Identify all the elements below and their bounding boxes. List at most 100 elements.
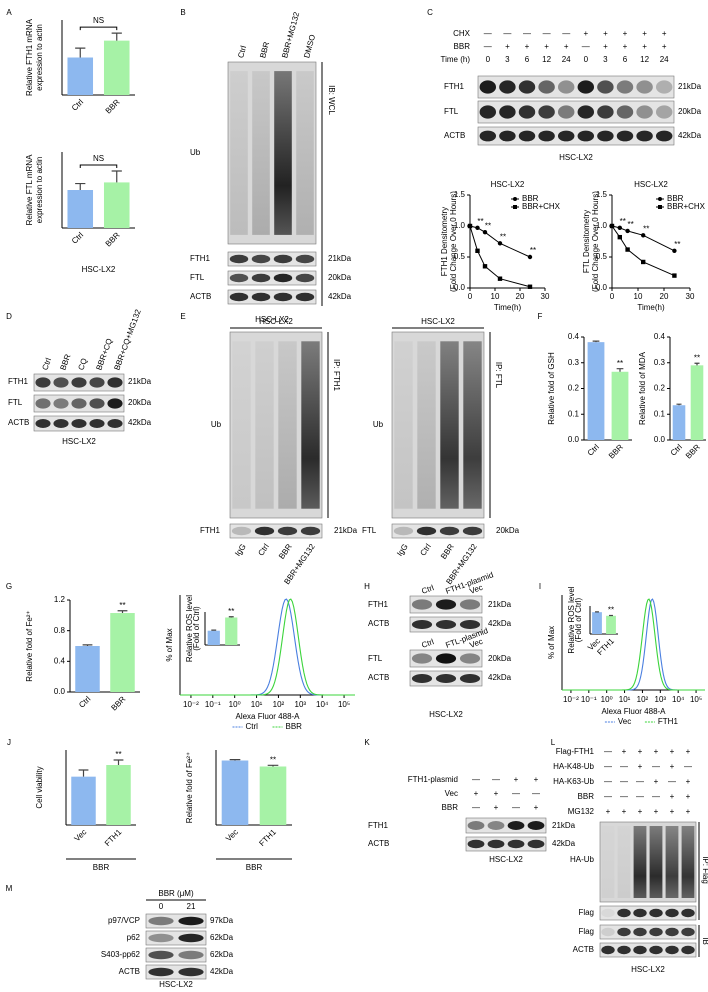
y-axis-label: Relative ROS level <box>185 595 194 662</box>
bar <box>75 646 100 692</box>
bar <box>225 617 238 645</box>
lane-label: CQ <box>76 357 89 371</box>
bar <box>259 766 287 825</box>
legend-marker <box>513 205 517 209</box>
band <box>617 945 631 955</box>
band <box>527 821 545 830</box>
blot <box>465 817 547 834</box>
band <box>411 620 433 629</box>
error-bar <box>111 32 122 41</box>
row-label: FTL <box>362 526 377 535</box>
condition-mark: — <box>604 792 612 801</box>
condition-mark: — <box>472 775 480 784</box>
band <box>487 839 505 849</box>
band <box>597 105 614 119</box>
y-tick-label: 0.5 <box>454 252 466 261</box>
point <box>625 247 630 252</box>
lane-label: IgG <box>395 542 410 558</box>
x-tick-label: BBR <box>109 694 127 712</box>
condition-mark: — <box>582 42 590 51</box>
lane-label: 0 <box>159 902 164 911</box>
annotation: ** <box>674 240 680 249</box>
row-label: Ub <box>373 420 384 429</box>
band <box>295 254 315 264</box>
lane-label: Ctrl <box>420 583 435 596</box>
band <box>53 419 69 428</box>
row-label: FTL <box>8 398 23 407</box>
x-tick-label: Ctrl <box>70 97 85 112</box>
note: IP: FTL <box>494 362 503 389</box>
condition-mark: + <box>583 29 588 38</box>
point <box>625 228 630 234</box>
cell-label: HSC-LX2 <box>489 855 523 864</box>
point <box>617 225 622 231</box>
band <box>633 927 647 937</box>
band <box>178 916 204 926</box>
band <box>435 620 457 629</box>
row-label: ACTB <box>368 619 389 628</box>
band <box>557 80 575 94</box>
band <box>148 933 174 943</box>
y-tick-label: 0.2 <box>654 384 666 393</box>
y-tick-label: 1.0 <box>454 221 466 230</box>
band <box>665 908 679 918</box>
band <box>636 80 653 94</box>
legend-marker <box>513 197 517 201</box>
band <box>411 599 433 610</box>
x-tick-label: FTH1 <box>103 827 124 848</box>
condition-label: BBR <box>578 792 595 801</box>
error-bar <box>229 759 241 761</box>
band <box>273 292 293 302</box>
band <box>107 377 123 388</box>
condition-mark: 24 <box>660 55 669 64</box>
y-axis-label: (Fold Change Over 0 Hours) <box>449 191 458 292</box>
row-label: Ub <box>211 420 222 429</box>
x-axis-label: Time(h) <box>494 303 522 312</box>
annotation: ** <box>500 232 506 241</box>
band <box>467 839 485 849</box>
smear <box>278 341 297 509</box>
condition-mark: — <box>636 792 644 801</box>
panel-letter: F <box>538 312 543 321</box>
panel-letter: J <box>7 738 11 747</box>
band <box>518 80 536 94</box>
condition-mark: + <box>642 29 647 38</box>
size-label: 20kDa <box>496 526 520 535</box>
condition-mark: 24 <box>562 55 571 64</box>
x-tick-label: BBR <box>607 442 625 460</box>
point <box>672 273 677 278</box>
legend-label: BBR <box>286 722 303 731</box>
band <box>601 908 615 918</box>
lane-label: DMSO <box>302 34 317 60</box>
smear <box>440 341 459 509</box>
y-axis-label: expression to actin <box>35 24 44 91</box>
footer: BBR <box>246 863 263 872</box>
x-tick-label: 10¹ <box>619 695 631 704</box>
band <box>467 821 485 830</box>
x-tick-label: 0 <box>610 292 615 301</box>
cell-label: HSC-LX2 <box>159 980 193 989</box>
note: IP: Flag <box>701 856 708 884</box>
histogram-curve <box>562 598 705 691</box>
condition-mark: + <box>603 42 608 51</box>
y-tick-label: 0.4 <box>54 656 66 665</box>
band <box>178 950 204 960</box>
annotation: ** <box>228 607 234 616</box>
error-bar <box>113 759 124 765</box>
condition-mark: + <box>514 775 519 784</box>
smear <box>463 341 482 509</box>
condition-mark: 0 <box>584 55 589 64</box>
band <box>665 945 679 955</box>
cell-label: HSC-LX2 <box>62 437 96 446</box>
error-bar <box>267 764 279 767</box>
condition-mark: + <box>654 747 659 756</box>
condition-label: Time (h) <box>441 55 471 64</box>
band <box>53 377 69 388</box>
x-tick-label: 20 <box>660 292 669 301</box>
condition-mark: — <box>604 747 612 756</box>
condition-mark: + <box>494 803 499 812</box>
panel-letter: B <box>180 8 185 17</box>
band <box>393 526 414 536</box>
band <box>300 526 321 536</box>
smear <box>394 341 413 509</box>
